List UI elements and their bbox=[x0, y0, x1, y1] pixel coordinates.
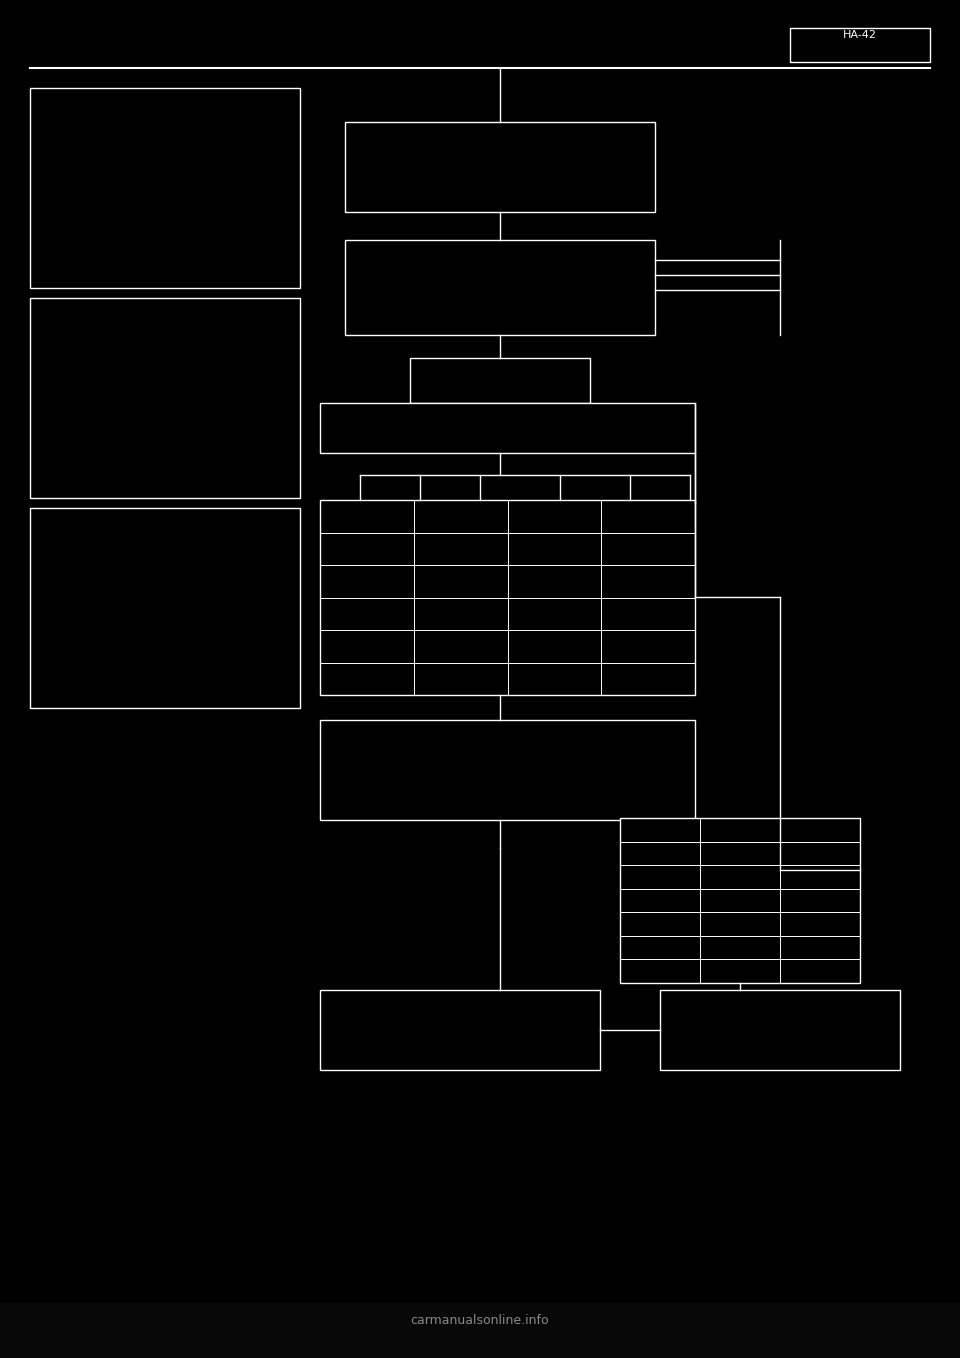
Bar bbox=[345, 122, 655, 212]
Bar bbox=[345, 240, 655, 335]
Text: HA-42: HA-42 bbox=[843, 30, 877, 39]
Bar bbox=[320, 500, 695, 695]
Bar bbox=[30, 88, 300, 288]
Bar bbox=[790, 29, 930, 62]
Bar bbox=[320, 403, 695, 454]
Bar bbox=[30, 508, 300, 708]
Bar bbox=[320, 720, 695, 820]
Text: carmanualsonline.info: carmanualsonline.info bbox=[411, 1315, 549, 1327]
Bar bbox=[320, 990, 600, 1070]
Bar bbox=[410, 359, 590, 403]
Bar bbox=[30, 297, 300, 498]
Bar bbox=[620, 818, 860, 983]
Bar bbox=[0, 1302, 960, 1358]
Bar bbox=[660, 990, 900, 1070]
